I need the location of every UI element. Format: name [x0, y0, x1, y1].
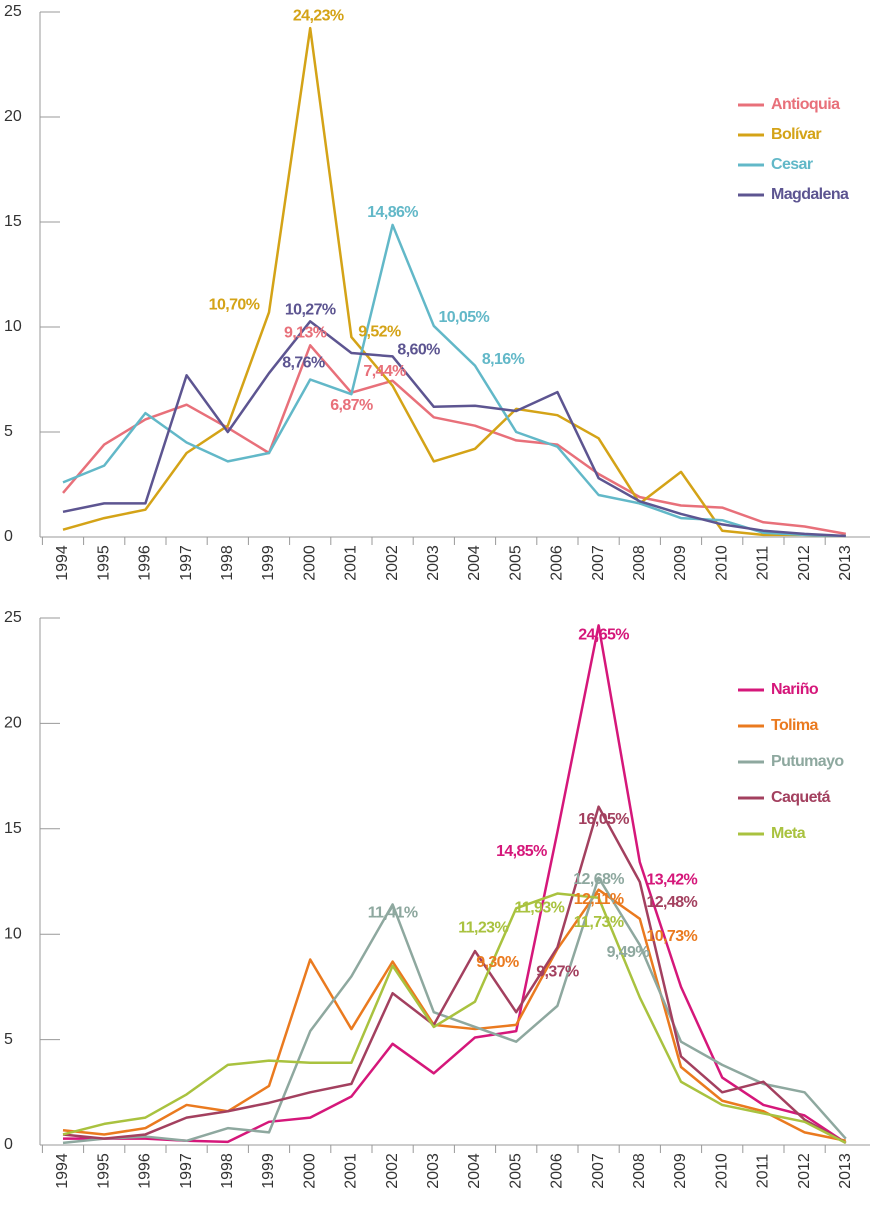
- data-label: 8,76%: [282, 354, 325, 371]
- x-tick-label: 1996: [137, 1153, 154, 1189]
- legend-label: Meta: [771, 825, 806, 842]
- x-tick-label: 1998: [219, 545, 236, 581]
- y-tick-label: 0: [4, 1136, 13, 1153]
- data-label: 12,68%: [573, 871, 624, 888]
- data-label: 16,05%: [578, 811, 629, 828]
- series-line: [62, 888, 847, 1143]
- y-tick-label: 20: [4, 108, 22, 125]
- series-line: [63, 624, 847, 1144]
- x-tick-label: 2004: [466, 545, 483, 581]
- x-tick-label: 2005: [507, 545, 524, 581]
- data-label: 7,44%: [363, 363, 406, 380]
- x-tick-label: 2003: [425, 1153, 442, 1189]
- x-tick-label: 2001: [343, 545, 360, 581]
- data-label: 9,52%: [358, 323, 401, 340]
- x-tick-label: 1999: [260, 545, 277, 581]
- x-tick-label: 2010: [713, 1153, 730, 1189]
- data-label: 9,49%: [607, 944, 650, 961]
- legend-label: Putumayo: [771, 753, 844, 770]
- data-label: 14,85%: [496, 843, 547, 860]
- legend-label: Nariño: [771, 681, 819, 698]
- x-tick-label: 2011: [755, 546, 772, 581]
- series-line: [62, 805, 847, 1144]
- y-tick-label: 25: [4, 3, 22, 20]
- y-tick-label: 5: [4, 423, 13, 440]
- y-tick-label: 10: [4, 925, 22, 942]
- x-tick-label: 2002: [384, 1153, 401, 1189]
- data-label: 24,65%: [578, 627, 629, 644]
- series-line: [62, 876, 847, 1145]
- x-tick-label: 1998: [219, 1153, 236, 1189]
- series-line: [62, 892, 847, 1145]
- data-label: 14,86%: [367, 204, 418, 221]
- x-tick-label: 1997: [178, 1153, 195, 1189]
- data-label: 10,73%: [646, 928, 697, 945]
- data-label: 12,48%: [646, 894, 697, 911]
- data-label: 8,60%: [397, 342, 440, 359]
- x-tick-label: 1997: [178, 545, 195, 581]
- x-tick-label: 1996: [137, 545, 154, 581]
- legend-label: Antioquia: [771, 96, 840, 113]
- data-label: 11,41%: [368, 905, 418, 922]
- x-tick-label: 1995: [95, 545, 112, 581]
- data-label: 9,30%: [476, 954, 519, 971]
- y-tick-label: 5: [4, 1031, 13, 1048]
- x-tick-label: 2000: [301, 545, 318, 581]
- x-tick-label: 2000: [301, 1153, 318, 1189]
- data-label: 10,70%: [209, 297, 260, 314]
- data-label: 9,13%: [284, 324, 327, 341]
- data-label: 13,42%: [646, 871, 697, 888]
- x-tick-label: 2004: [466, 1153, 483, 1189]
- x-tick-label: 1994: [54, 1153, 71, 1189]
- x-tick-label: 2006: [549, 1153, 566, 1189]
- x-tick-label: 1994: [54, 545, 71, 581]
- x-tick-label: 2013: [837, 545, 854, 581]
- series-line: [62, 26, 846, 538]
- legend-label: Caquetá: [771, 789, 831, 806]
- series-line: [62, 320, 846, 538]
- data-label: 11,73%: [574, 914, 624, 931]
- data-label: 8,16%: [482, 351, 525, 368]
- y-tick-label: 20: [4, 715, 22, 732]
- data-label: 6,87%: [330, 397, 373, 414]
- x-tick-label: 2002: [384, 545, 401, 581]
- series-line: [62, 223, 846, 538]
- x-tick-label: 1995: [95, 1153, 112, 1189]
- data-label: 11,23%: [458, 919, 508, 936]
- x-tick-label: 2009: [672, 1153, 689, 1189]
- data-label: 11,93%: [515, 900, 565, 917]
- x-tick-label: 2013: [837, 1153, 854, 1189]
- x-tick-label: 2010: [713, 545, 730, 581]
- x-tick-label: 2005: [507, 1153, 524, 1189]
- x-tick-label: 2006: [549, 545, 566, 581]
- y-tick-label: 25: [4, 609, 22, 626]
- x-tick-label: 2003: [425, 545, 442, 581]
- data-label: 10,27%: [285, 302, 336, 319]
- legend-label: Bolívar: [771, 126, 821, 143]
- legend-label: Cesar: [771, 156, 813, 173]
- x-tick-label: 2009: [672, 545, 689, 581]
- legend-label: Magdalena: [771, 186, 849, 203]
- y-tick-label: 15: [4, 213, 22, 230]
- x-tick-label: 2011: [755, 1154, 772, 1189]
- series-line: [62, 344, 847, 536]
- x-tick-label: 2012: [796, 1153, 813, 1189]
- x-tick-label: 2001: [343, 1153, 360, 1189]
- x-tick-label: 2007: [590, 1153, 607, 1189]
- x-tick-label: 1999: [260, 1153, 277, 1189]
- data-label: 9,37%: [536, 964, 579, 981]
- data-label: 12,11%: [574, 891, 624, 908]
- legend-label: Tolima: [771, 717, 818, 734]
- x-tick-label: 2012: [796, 545, 813, 581]
- x-tick-label: 2008: [631, 545, 648, 581]
- data-label: 10,05%: [438, 309, 489, 326]
- y-tick-label: 10: [4, 318, 22, 335]
- data-label: 24,23%: [293, 7, 344, 24]
- x-tick-label: 2008: [631, 1153, 648, 1189]
- y-tick-label: 15: [4, 820, 22, 837]
- y-tick-label: 0: [4, 528, 13, 545]
- x-tick-label: 2007: [590, 545, 607, 581]
